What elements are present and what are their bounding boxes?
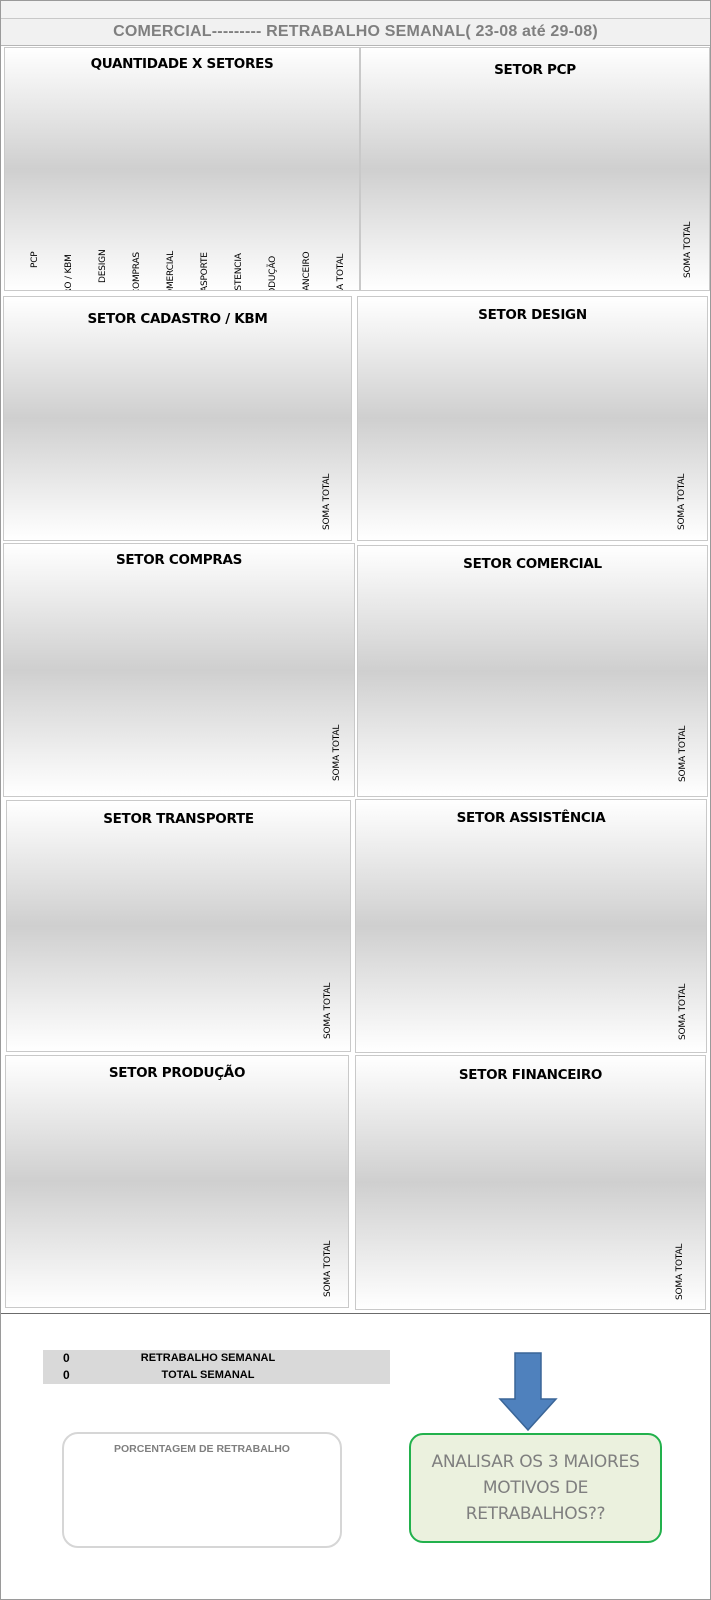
x-tick-label: SOMA TOTAL bbox=[322, 474, 332, 530]
callout-text: ANALISAR OS 3 MAIORES MOTIVOS DE RETRABA… bbox=[431, 1452, 640, 1524]
chart-title: QUANTIDADE X SETORES bbox=[90, 56, 274, 72]
summary-label: TOTAL SEMANAL bbox=[161, 1369, 255, 1381]
summary-value: 0 bbox=[63, 1351, 70, 1365]
chart-setor-cadastro-kbm: SETOR CADASTRO / KBM SOMA TOTAL bbox=[3, 296, 352, 541]
x-tick-label: COMERCIAL bbox=[166, 251, 176, 291]
x-tick-label: SOMA TOTAL bbox=[323, 1241, 333, 1297]
chart-setor-comercial: SETOR COMERCIAL SOMA TOTAL bbox=[357, 545, 708, 797]
chart-quantidade-x-setores: QUANTIDADE X SETORES PCP CADASTRO / KBM DE… bbox=[4, 47, 360, 291]
chart-setor-financeiro: SETOR FINANCEIRO SOMA TOTAL bbox=[355, 1055, 706, 1310]
x-tick-label: TRASPORTE bbox=[200, 252, 210, 291]
chart-title: SETOR CADASTRO / KBM bbox=[87, 311, 268, 327]
chart-plot: PCP CADASTRO / KBM DESIGN COMPRAS COMERCIAL T… bbox=[30, 250, 346, 291]
chart-plot: SOMA TOTAL bbox=[323, 983, 333, 1039]
top-strip bbox=[1, 1, 710, 19]
summary-value: 0 bbox=[63, 1368, 70, 1382]
x-tick-label: SOMA TOTAL bbox=[332, 725, 342, 781]
x-tick-label: SOMA TOTAL bbox=[678, 726, 688, 782]
chart-title: SETOR PCP bbox=[494, 62, 576, 78]
x-tick-label: ASSISTENCIA bbox=[234, 252, 244, 291]
chart-plot: SOMA TOTAL bbox=[332, 725, 342, 781]
summary-row-retrabalho: 0 RETRABALHO SEMANAL bbox=[43, 1350, 390, 1367]
chart-setor-design: SETOR DESIGN SOMA TOTAL bbox=[357, 296, 708, 541]
chart-plot: SOMA TOTAL bbox=[322, 474, 332, 530]
chart-setor-transporte: SETOR TRANSPORTE SOMA TOTAL bbox=[6, 800, 351, 1052]
x-tick-label: SOMA TOTAL bbox=[323, 983, 333, 1039]
x-tick-label: PCP bbox=[30, 251, 40, 268]
chart-setor-assistencia: SETOR ASSISTÊNCIA SOMA TOTAL bbox=[355, 799, 707, 1053]
summary-row-total: 0 TOTAL SEMANAL bbox=[43, 1367, 390, 1384]
x-tick-label: SOMA TOTAL bbox=[677, 474, 687, 530]
chart-setor-compras: SETOR COMPRAS SOMA TOTAL bbox=[3, 543, 355, 797]
page-title: COMERCIAL--------- RETRABALHO SEMANAL( 2… bbox=[1, 19, 710, 46]
analysis-callout: ANALISAR OS 3 MAIORES MOTIVOS DE RETRABA… bbox=[409, 1433, 662, 1543]
arrow-down-icon bbox=[498, 1352, 558, 1432]
chart-plot: SOMA TOTAL bbox=[675, 1244, 685, 1300]
chart-plot: SOMA TOTAL bbox=[683, 222, 693, 278]
x-tick-label: FINANCEIRO bbox=[302, 251, 312, 291]
x-tick-label: SOMA TOTAL bbox=[683, 222, 693, 278]
chart-plot: SOMA TOTAL bbox=[678, 726, 688, 782]
chart-plot: SOMA TOTAL bbox=[323, 1241, 333, 1297]
x-tick-label: COMPRAS bbox=[132, 252, 142, 291]
chart-setor-producao: SETOR PRODUÇÃO SOMA TOTAL bbox=[5, 1055, 349, 1308]
chart-plot: SOMA TOTAL bbox=[677, 474, 687, 530]
chart-title: SETOR ASSISTÊNCIA bbox=[456, 810, 606, 826]
chart-plot: SOMA TOTAL bbox=[678, 984, 688, 1040]
percentage-chart-box: PORCENTAGEM DE RETRABALHO bbox=[62, 1432, 342, 1548]
x-tick-label: PRODUÇÃO bbox=[267, 256, 278, 291]
x-tick-label: SOMA TOTAL bbox=[336, 254, 346, 291]
chart-title: SETOR DESIGN bbox=[478, 307, 587, 323]
x-tick-label: CADASTRO / KBM bbox=[64, 254, 74, 291]
chart-title: SETOR TRANSPORTE bbox=[103, 811, 254, 827]
section-divider bbox=[1, 1313, 710, 1314]
percentage-title: PORCENTAGEM DE RETRABALHO bbox=[114, 1443, 290, 1455]
chart-setor-pcp: SETOR PCP SOMA TOTAL bbox=[360, 47, 710, 291]
x-tick-label: DESIGN bbox=[98, 250, 108, 284]
summary-label: RETRABALHO SEMANAL bbox=[140, 1352, 276, 1364]
x-tick-label: SOMA TOTAL bbox=[675, 1244, 685, 1300]
chart-title: SETOR COMERCIAL bbox=[463, 556, 602, 572]
x-tick-label: SOMA TOTAL bbox=[678, 984, 688, 1040]
chart-title: SETOR COMPRAS bbox=[115, 552, 243, 568]
chart-title: SETOR PRODUÇÃO bbox=[108, 1065, 246, 1081]
summary-table: 0 RETRABALHO SEMANAL 0 TOTAL SEMANAL bbox=[43, 1350, 390, 1384]
chart-title: SETOR FINANCEIRO bbox=[458, 1067, 603, 1083]
